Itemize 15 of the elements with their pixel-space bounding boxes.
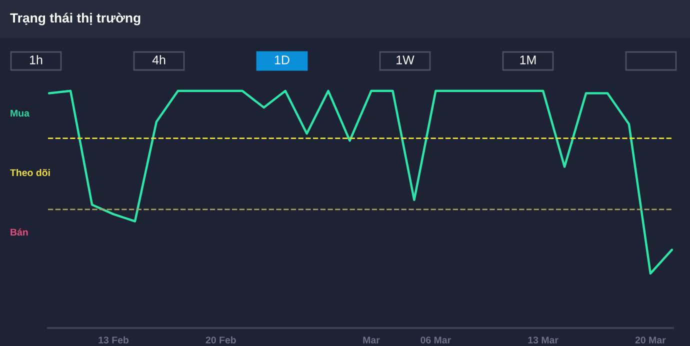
x-tick-label: Mar <box>363 336 380 344</box>
x-tick-label: 20 Mar <box>635 336 666 344</box>
chart-title: Trạng thái thị trường <box>10 12 140 26</box>
text: Mua <box>10 110 30 117</box>
text: 1h <box>30 55 42 64</box>
x-tick-label: 13 Feb <box>98 336 129 344</box>
annotation: Theo dõi <box>10 168 50 176</box>
text: 1M <box>520 56 536 64</box>
text: 1W <box>396 56 414 64</box>
text: 4h <box>152 55 166 64</box>
text: 1D <box>274 56 290 64</box>
x-tick-label: 13 Mar <box>528 336 558 344</box>
text: Bán <box>10 228 28 236</box>
x-tick-label: 06 Mar <box>420 336 451 344</box>
x-tick-label: 20 Feb <box>206 336 236 344</box>
